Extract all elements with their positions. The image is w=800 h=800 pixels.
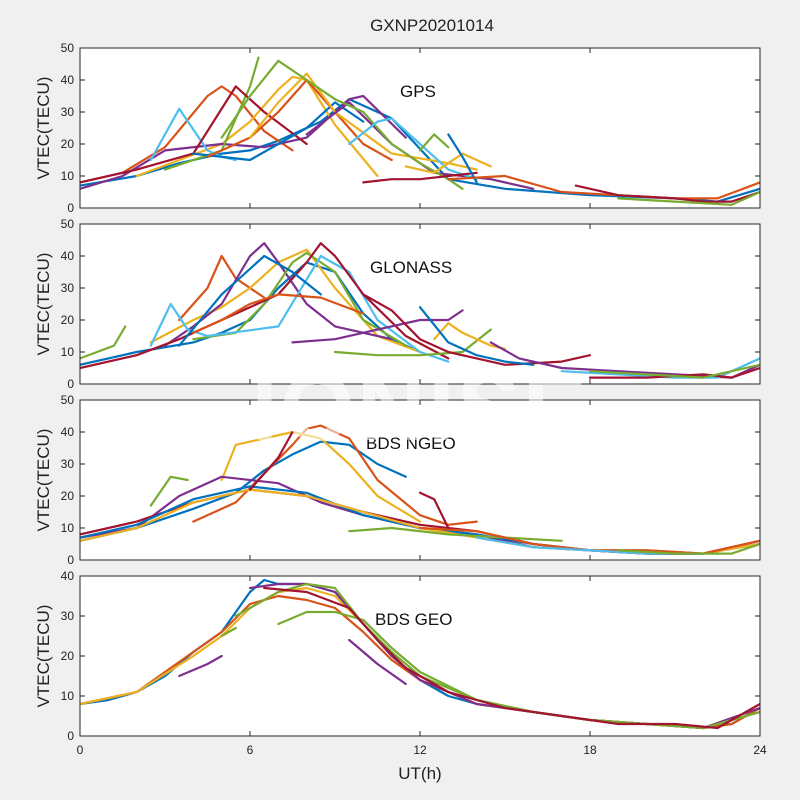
series-line-8: [192, 293, 365, 334]
series-line-2: [220, 430, 422, 523]
series-line-16: [588, 366, 760, 379]
series-line-3: [163, 242, 393, 347]
series-line-0: [80, 261, 422, 366]
subplot-0: 0 10 20 30 40 50 VTEC(TECU) GPS: [34, 41, 761, 215]
y-axis-label: VTEC(TECU): [34, 605, 53, 708]
y-axis-label: VTEC(TECU): [34, 429, 53, 532]
series-group: [80, 424, 760, 555]
x-axis-label: UT(h): [398, 764, 441, 783]
series-line-9: [291, 309, 464, 344]
series-line-3: [80, 94, 407, 190]
figure-title: GXNP20201014: [370, 16, 494, 35]
series-line-7: [178, 654, 223, 678]
x-tick-label: 18: [583, 743, 597, 757]
series-line-19: [617, 190, 760, 206]
y-tick-label: 20: [61, 649, 75, 663]
series-line-6: [80, 242, 450, 370]
series-line-13: [418, 306, 535, 366]
series-line-12: [617, 542, 760, 555]
series-line-18: [574, 184, 760, 203]
x-tick-label: 12: [413, 743, 427, 757]
y-tick-label: 10: [61, 521, 75, 535]
y-tick-label: 10: [61, 345, 75, 359]
subplots: 0 10 20 30 40 50 VTEC(TECU) GPS 0 10 20 30 40 50 VTEC(…: [34, 41, 767, 757]
y-tick-label: 30: [61, 457, 75, 471]
series-line-15: [418, 133, 450, 152]
y-tick-label: 0: [67, 729, 74, 743]
panel-label: GLONASS: [370, 258, 452, 277]
y-tick-label: 30: [61, 105, 75, 119]
y-tick-label: 10: [61, 169, 75, 183]
series-line-12: [433, 322, 507, 350]
panel-label: GPS: [400, 82, 436, 101]
y-tick-label: 0: [67, 553, 74, 567]
x-tick-label: 24: [753, 743, 767, 757]
y-axis-label: VTEC(TECU): [34, 77, 53, 180]
y-tick-label: 40: [61, 569, 75, 583]
y-tick-label: 30: [61, 281, 75, 295]
plot-area: [80, 400, 760, 560]
series-line-8: [348, 638, 407, 686]
series-line-10: [333, 328, 492, 357]
series-line-4: [149, 475, 189, 507]
series-group: [80, 578, 760, 730]
series-line-18: [80, 325, 127, 360]
subplot-3: 0 6 12 18 24 0 10 20 30 40 VTEC(TECU) BDS GEO: [34, 569, 767, 757]
series-line-6: [263, 586, 760, 730]
x-tick-label: 6: [247, 743, 254, 757]
series-line-12: [348, 117, 478, 181]
series-line-13: [248, 430, 294, 491]
y-tick-label: 20: [61, 137, 75, 151]
series-line-13: [362, 171, 478, 184]
y-tick-label: 20: [61, 313, 75, 327]
y-axis-label: VTEC(TECU): [34, 253, 53, 356]
series-line-0: [80, 440, 407, 542]
series-line-5: [149, 254, 450, 363]
y-tick-label: 50: [61, 393, 75, 407]
panel-label: BDS GEO: [375, 610, 452, 629]
y-tick-label: 50: [61, 217, 75, 231]
subplot-1: 0 10 20 30 40 50 VTEC(TECU) GLONASS: [34, 217, 761, 391]
series-line-9: [220, 626, 237, 638]
series-line-8: [348, 526, 563, 542]
series-line-1: [121, 85, 294, 174]
subplot-2: 0 10 20 30 40 50 VTEC(TECU) BDS NGEO: [34, 393, 761, 567]
series-line-14: [404, 152, 492, 174]
series-line-11: [220, 59, 464, 190]
series-line-17: [588, 363, 760, 379]
series-line-7: [192, 101, 365, 162]
panel-label: BDS NGEO: [366, 434, 456, 453]
plot-area: [80, 576, 760, 736]
series-line-16: [447, 133, 478, 184]
y-tick-label: 30: [61, 609, 75, 623]
y-tick-label: 40: [61, 249, 75, 263]
y-tick-label: 0: [67, 377, 74, 391]
y-tick-label: 0: [67, 201, 74, 215]
x-tick-label: 0: [77, 743, 84, 757]
series-line-10: [418, 491, 450, 530]
y-tick-label: 10: [61, 689, 75, 703]
y-tick-label: 40: [61, 425, 75, 439]
series-group: [80, 56, 760, 206]
watermark: IONISE: [251, 354, 588, 461]
series-line-7: [178, 254, 322, 347]
y-tick-label: 50: [61, 41, 75, 55]
series-line-1: [178, 254, 266, 322]
y-tick-label: 40: [61, 73, 75, 87]
y-tick-label: 20: [61, 489, 75, 503]
series-group: [80, 242, 760, 379]
series-line-11: [362, 293, 592, 366]
